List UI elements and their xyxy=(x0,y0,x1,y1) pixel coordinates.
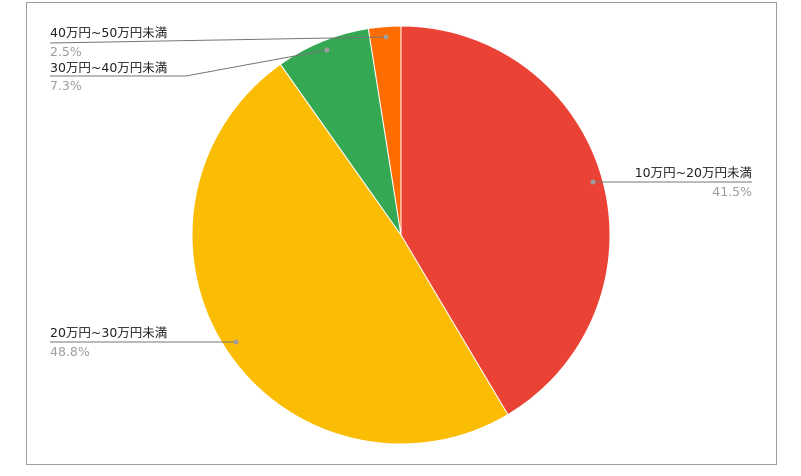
leader-dot-2 xyxy=(324,47,330,53)
pie-slice-0[interactable] xyxy=(400,25,611,416)
slice-label-2: 30万円~40万円未満 xyxy=(50,60,167,75)
slice-pct-label-1: 48.8% xyxy=(50,344,90,359)
slice-label-3: 40万円~50万円未満 xyxy=(50,25,167,40)
pie-slice-1[interactable] xyxy=(191,63,509,445)
slice-pct-label-3: 2.5% xyxy=(50,44,82,59)
slice-pct-label-2: 7.3% xyxy=(50,78,82,93)
pie-slice-3[interactable] xyxy=(367,25,402,236)
leader-dot-1 xyxy=(233,339,239,345)
leader-line-3 xyxy=(49,36,387,44)
leader-line-2 xyxy=(50,49,328,77)
slice-pct-label-0: 41.5% xyxy=(712,184,752,199)
leader-dot-3 xyxy=(383,34,389,40)
slice-label-1: 20万円~30万円未満 xyxy=(50,325,167,340)
leader-dot-0 xyxy=(590,179,596,185)
chart-frame xyxy=(26,2,777,465)
slice-label-0: 10万円~20万円未満 xyxy=(635,165,752,180)
